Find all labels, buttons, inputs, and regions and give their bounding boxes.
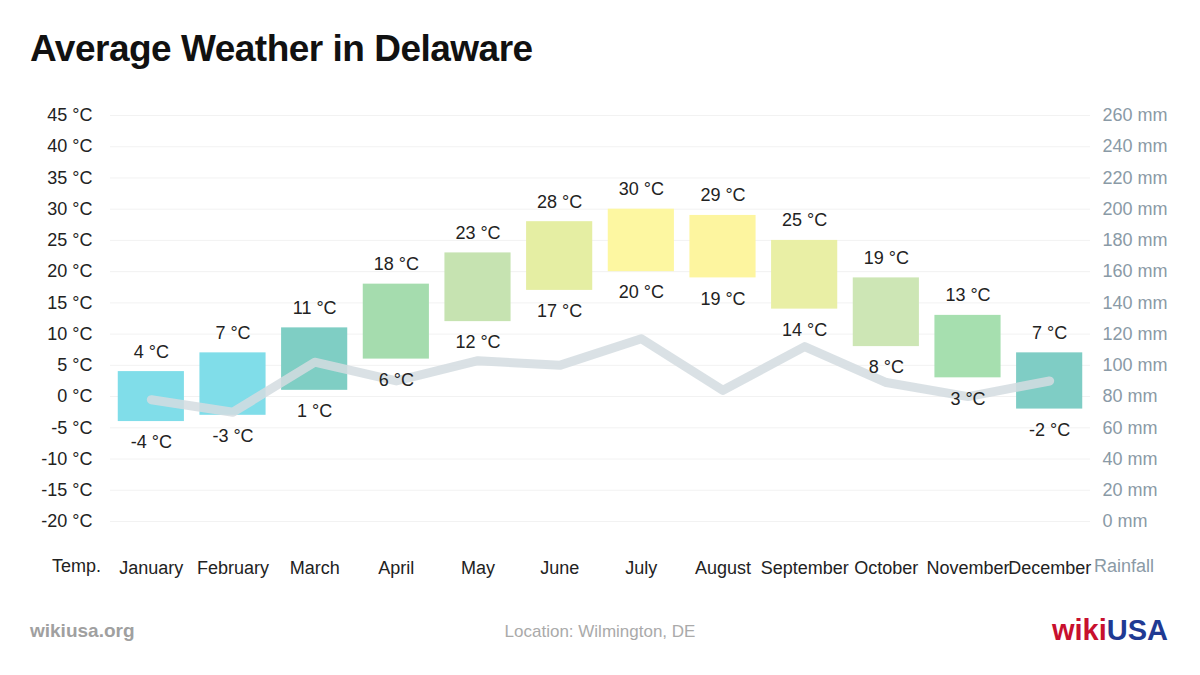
svg-text:-15 °C: -15 °C xyxy=(41,480,92,500)
svg-text:0 °C: 0 °C xyxy=(57,386,92,406)
svg-text:19 °C: 19 °C xyxy=(700,289,745,309)
html-text:wikiusa.org: wikiusa.org xyxy=(30,620,135,641)
svg-text:6 °C: 6 °C xyxy=(379,370,414,390)
svg-text:May: May xyxy=(461,558,495,578)
svg-text:June: June xyxy=(540,558,579,578)
svg-text:29 °C: 29 °C xyxy=(700,185,745,205)
svg-text:140 mm: 140 mm xyxy=(1103,293,1168,313)
svg-text:8 °C: 8 °C xyxy=(869,357,904,377)
svg-text:12 °C: 12 °C xyxy=(455,332,500,352)
svg-text:35 °C: 35 °C xyxy=(47,168,92,188)
svg-text:11 °C: 11 °C xyxy=(293,298,337,318)
svg-text:180 mm: 180 mm xyxy=(1103,230,1168,250)
svg-text:200 mm: 200 mm xyxy=(1103,199,1168,219)
svg-text:80 mm: 80 mm xyxy=(1103,386,1158,406)
svg-text:17 °C: 17 °C xyxy=(537,301,582,321)
svg-text:18 °C: 18 °C xyxy=(374,254,419,274)
svg-text:-5 °C: -5 °C xyxy=(51,418,92,438)
svg-text:100 mm: 100 mm xyxy=(1103,355,1168,375)
html-text:wiki USA: wiki USA xyxy=(1052,614,1168,646)
svg-text:25 °C: 25 °C xyxy=(782,210,827,230)
html-text:Location: Wilmington, DE: Location: Wilmington, DE xyxy=(504,622,696,641)
svg-text:20 °C: 20 °C xyxy=(619,282,664,302)
svg-text:4 °C: 4 °C xyxy=(134,342,169,362)
svg-text:April: April xyxy=(378,558,414,578)
svg-text:13 °C: 13 °C xyxy=(945,285,990,305)
html-text:Rainfall: Rainfall xyxy=(1094,556,1154,576)
svg-text:23 °C: 23 °C xyxy=(455,223,500,243)
svg-text:December: December xyxy=(1008,558,1091,578)
svg-text:240 mm: 240 mm xyxy=(1103,136,1168,156)
svg-text:14 °C: 14 °C xyxy=(782,320,827,340)
svg-text:0 mm: 0 mm xyxy=(1103,511,1148,531)
svg-text:220 mm: 220 mm xyxy=(1103,168,1168,188)
svg-text:-10 °C: -10 °C xyxy=(41,449,92,469)
svg-text:160 mm: 160 mm xyxy=(1103,261,1168,281)
html-text:Temp.: Temp. xyxy=(52,556,101,576)
svg-text:28 °C: 28 °C xyxy=(537,192,582,212)
svg-text:25 °C: 25 °C xyxy=(47,230,92,250)
svg-text:January: January xyxy=(119,558,183,578)
svg-text:March: March xyxy=(290,558,340,578)
svg-text:120 mm: 120 mm xyxy=(1103,324,1168,344)
svg-text:November: November xyxy=(926,558,1009,578)
svg-text:3 °C: 3 °C xyxy=(950,389,985,409)
svg-text:30 °C: 30 °C xyxy=(619,179,664,199)
svg-text:30 °C: 30 °C xyxy=(47,199,92,219)
html-text:Average Weather in Delaware: Average Weather in Delaware xyxy=(30,28,533,69)
svg-text:60 mm: 60 mm xyxy=(1103,418,1158,438)
svg-text:20 °C: 20 °C xyxy=(47,261,92,281)
svg-text:10 °C: 10 °C xyxy=(47,324,92,344)
svg-text:September: September xyxy=(761,558,849,578)
svg-text:5 °C: 5 °C xyxy=(57,355,92,375)
svg-text:15 °C: 15 °C xyxy=(47,293,92,313)
svg-text:19 °C: 19 °C xyxy=(864,248,909,268)
svg-text:40 mm: 40 mm xyxy=(1103,449,1158,469)
svg-text:-3 °C: -3 °C xyxy=(212,426,253,446)
svg-text:20 mm: 20 mm xyxy=(1103,480,1158,500)
svg-text:7 °C: 7 °C xyxy=(1032,323,1067,343)
svg-text:260 mm: 260 mm xyxy=(1103,105,1168,125)
svg-text:February: February xyxy=(197,558,269,578)
svg-text:7 °C: 7 °C xyxy=(215,323,250,343)
svg-text:45 °C: 45 °C xyxy=(47,105,92,125)
svg-text:-20 °C: -20 °C xyxy=(41,511,92,531)
svg-text:-2 °C: -2 °C xyxy=(1029,420,1070,440)
svg-text:August: August xyxy=(695,558,751,578)
svg-text:40 °C: 40 °C xyxy=(47,136,92,156)
svg-text:July: July xyxy=(625,558,657,578)
svg-text:-4 °C: -4 °C xyxy=(131,432,172,452)
svg-text:1 °C: 1 °C xyxy=(297,401,332,421)
svg-text:October: October xyxy=(854,558,918,578)
